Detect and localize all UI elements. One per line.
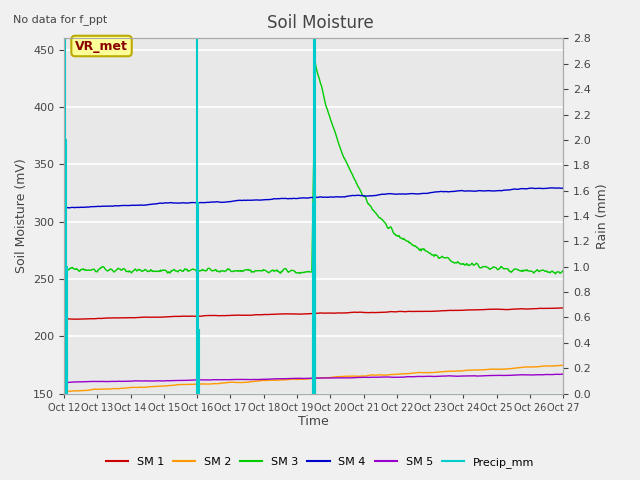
Y-axis label: Rain (mm): Rain (mm): [596, 183, 609, 249]
Text: Soil Moisture: Soil Moisture: [267, 14, 373, 33]
X-axis label: Time: Time: [298, 415, 329, 429]
Text: No data for f_ppt: No data for f_ppt: [13, 14, 107, 25]
Legend: SM 1, SM 2, SM 3, SM 4, SM 5, Precip_mm: SM 1, SM 2, SM 3, SM 4, SM 5, Precip_mm: [101, 452, 539, 472]
Text: VR_met: VR_met: [75, 39, 128, 52]
Y-axis label: Soil Moisture (mV): Soil Moisture (mV): [15, 158, 28, 274]
